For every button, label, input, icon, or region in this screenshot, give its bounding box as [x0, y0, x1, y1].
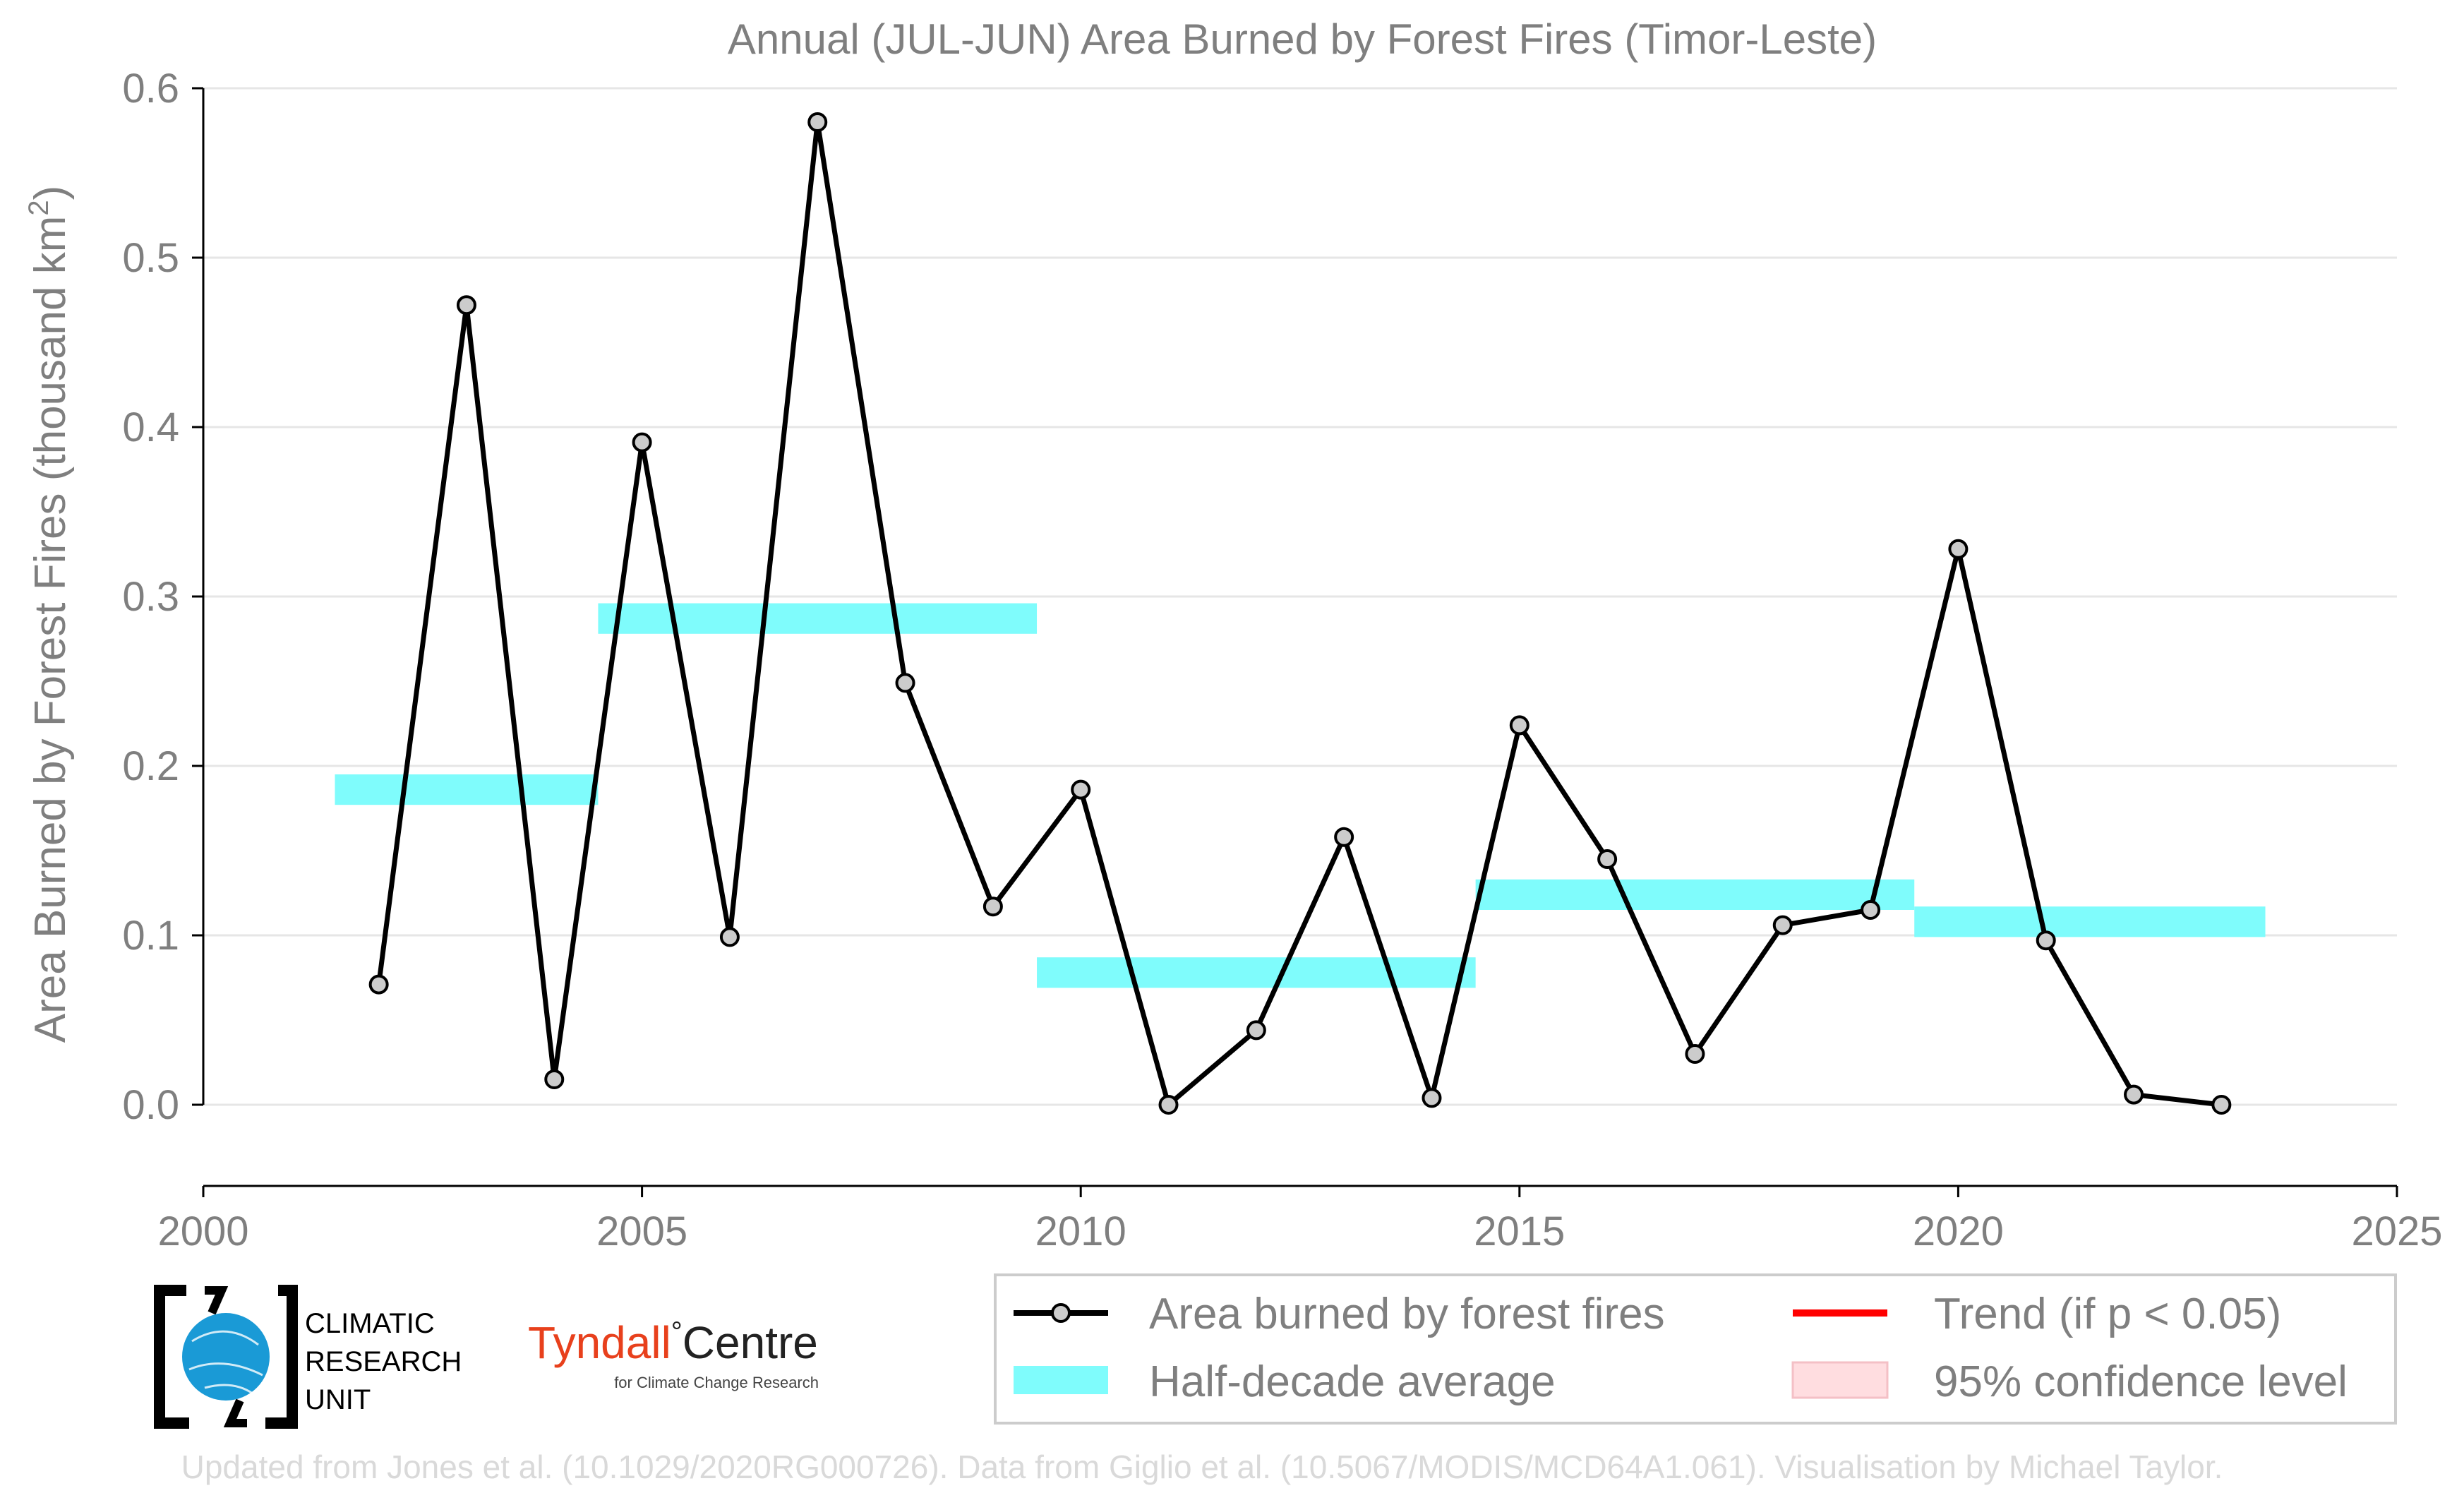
legend-frame — [994, 1273, 2397, 1425]
data-point — [1422, 1088, 1442, 1108]
legend-label-half-decade: Half-decade average — [1149, 1357, 1556, 1406]
x-axis: 2000 2005 2010 2015 2020 2025 — [157, 1185, 2443, 1254]
cru-logo-text-1: CLIMATIC — [305, 1308, 435, 1339]
legend-swatch-confidence — [1791, 1361, 1889, 1399]
data-point — [1071, 779, 1091, 800]
cru-logo: CLIMATIC RESEARCH UNIT — [154, 1285, 462, 1429]
legend-label-area-burned: Area burned by forest fires — [1149, 1290, 1665, 1338]
half-decade-band — [1037, 957, 1476, 988]
half-decade-band — [1914, 906, 2266, 937]
tyndall-logo: Tyndall°Centre for Climate Change Resear… — [528, 1317, 819, 1391]
data-point — [1597, 849, 1618, 869]
y-tick-label: 0.3 — [122, 574, 179, 620]
data-point — [1334, 827, 1354, 847]
series-points-area-burned — [368, 112, 2232, 1115]
y-axis-label-sup: 2 — [23, 200, 54, 215]
cru-logo-slash-bottom — [223, 1398, 247, 1427]
cru-logo-slash-top — [205, 1286, 229, 1315]
data-point — [456, 295, 476, 316]
legend-label-trend: Trend (if p < 0.05) — [1934, 1290, 2281, 1338]
data-point — [1246, 1020, 1266, 1041]
legend-swatch-area-burned-marker — [1051, 1303, 1071, 1323]
footer-credits: Updated from Jones et al. (10.1029/2020R… — [181, 1449, 2223, 1485]
y-tick-label: 0.5 — [122, 235, 179, 281]
cru-logo-bracket-left — [154, 1285, 189, 1429]
data-point — [2211, 1095, 2232, 1115]
y-tick-label: 0.2 — [122, 743, 179, 789]
series-line — [376, 119, 2222, 1108]
data-point — [1861, 900, 1881, 920]
globe-icon — [182, 1313, 270, 1401]
grid-lines — [203, 87, 2397, 1106]
x-tick-label: 2020 — [1913, 1209, 2004, 1254]
half-decade-bands — [335, 603, 2266, 988]
half-decade-band — [1475, 879, 1915, 910]
series-line-area-burned — [376, 119, 2222, 1108]
x-tick-label: 2005 — [596, 1209, 687, 1254]
globe-icon-swirl-1 — [191, 1330, 259, 1346]
data-point — [807, 112, 828, 132]
data-point — [1509, 715, 1530, 736]
cru-logo-text-2: RESEARCH — [305, 1346, 462, 1377]
y-tick-label: 0.4 — [122, 404, 179, 450]
data-point — [368, 974, 389, 995]
data-point — [2036, 930, 2056, 951]
x-tick-label: 2025 — [2351, 1209, 2442, 1254]
tyndall-logo-subtitle: for Climate Change Research — [614, 1374, 819, 1391]
globe-icon-swirl-3 — [204, 1384, 253, 1395]
y-tick-label: 0.1 — [122, 913, 179, 959]
y-axis: 0.0 0.1 0.2 0.3 0.4 0.5 0.6 — [122, 66, 205, 1128]
legend-swatch-half-decade — [1014, 1366, 1108, 1394]
chart-title: Annual (JUL-JUN) Area Burned by Forest F… — [728, 16, 1877, 63]
y-axis-label: Area Burned by Forest Fires (thousand km… — [23, 186, 75, 1043]
data-point — [1685, 1044, 1705, 1064]
data-point — [1948, 539, 1969, 559]
data-point — [544, 1069, 565, 1089]
globe-icon-swirl-2 — [188, 1362, 263, 1377]
data-point — [1158, 1095, 1179, 1115]
y-tick-label: 0.6 — [122, 66, 179, 112]
tyndall-logo-centre: Centre — [683, 1317, 818, 1368]
half-decade-band — [598, 603, 1038, 634]
tyndall-logo-name: Tyndall — [528, 1317, 671, 1368]
data-point — [1772, 915, 1793, 935]
y-axis-label-close: ) — [26, 186, 75, 200]
data-point — [632, 432, 652, 452]
legend-label-confidence: 95% confidence level — [1934, 1357, 2348, 1406]
tyndall-logo-title: Tyndall°Centre — [528, 1317, 818, 1368]
x-tick-label: 2015 — [1474, 1209, 1565, 1254]
data-point — [895, 673, 915, 693]
y-tick-label: 0.0 — [122, 1082, 179, 1128]
cru-logo-bracket-right — [265, 1285, 298, 1429]
data-point — [982, 897, 1003, 917]
y-axis-label-main: Area Burned by Forest Fires (thousand km — [26, 216, 75, 1043]
legend: Area burned by forest fires Trend (if p … — [994, 1273, 2397, 1425]
data-point — [2124, 1084, 2144, 1105]
x-tick-label: 2010 — [1035, 1209, 1126, 1254]
tyndall-logo-degree: ° — [671, 1317, 683, 1348]
cru-logo-text-3: UNIT — [305, 1384, 371, 1415]
half-decade-band — [335, 774, 599, 805]
x-tick-label: 2000 — [157, 1209, 248, 1254]
data-point — [719, 927, 740, 947]
